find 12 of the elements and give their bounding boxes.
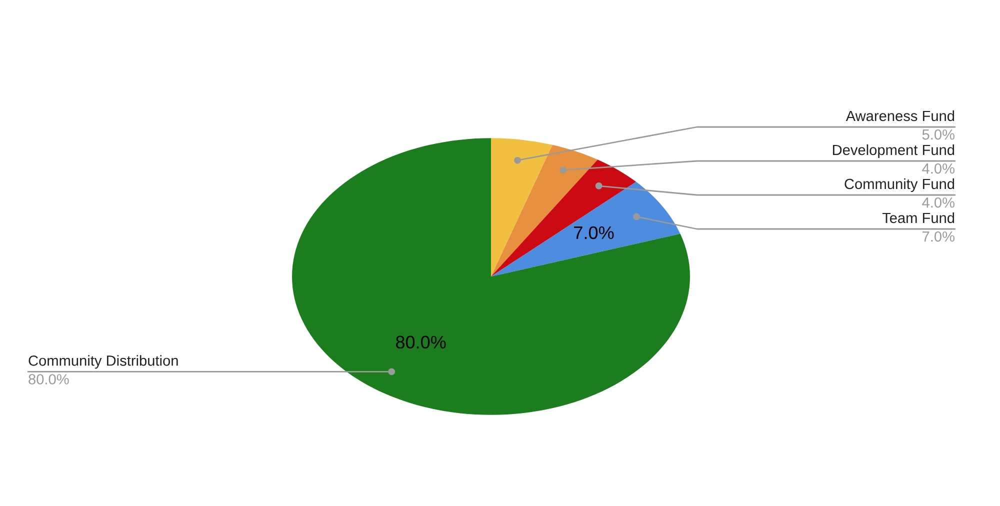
data-label: 5.0% [922,129,954,140]
text: 7.0% [922,231,954,242]
slice-label: Community Distribution [28,355,178,369]
data-label: 4.0% [922,163,954,174]
slice-label: Community Fund [844,178,954,192]
slice-label: Awareness Fund [846,110,954,122]
slice-label: Team Fund [882,212,954,224]
data-label: 7.0% [574,226,614,240]
data-label: 80.0% [396,336,446,349]
slice-label: Development Fund [832,144,954,158]
text: 80.0% [28,374,69,384]
data-label: 4.0% [922,197,954,208]
